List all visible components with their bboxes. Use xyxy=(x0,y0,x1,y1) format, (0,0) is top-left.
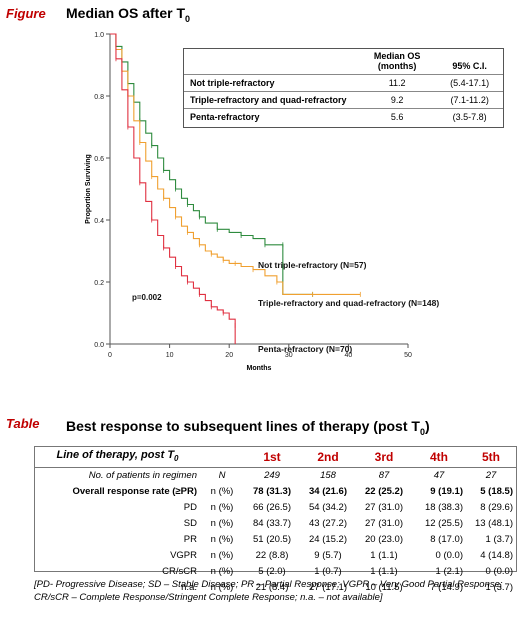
table-cell: PD xyxy=(183,502,197,514)
table-cell: 4 (14.8) xyxy=(480,550,513,562)
table-cell: 24 (15.2) xyxy=(308,534,348,546)
table-cell: n (%) xyxy=(210,582,234,594)
table-row-n: No. of patients in regimen N 249 158 87 … xyxy=(35,467,516,485)
figure-tag: Figure xyxy=(6,6,46,21)
table-cell: 8 (17.0) xyxy=(430,534,463,546)
table-cell: 43 (27.2) xyxy=(308,518,348,530)
table-cell: 1 (2.1) xyxy=(435,566,463,578)
table-cell: 84 (33.7) xyxy=(252,518,292,530)
p-value-annotation: p=0.002 xyxy=(132,293,162,302)
y-tick-label: 0.6 xyxy=(94,156,104,163)
table-cell: 1 (3.7) xyxy=(485,582,513,594)
table-cell: n (%) xyxy=(210,566,234,578)
table-cell: PR xyxy=(183,534,197,546)
header-line-4: 4th xyxy=(430,450,448,465)
response-table: Line of therapy, post T0 1st 2nd 3rd 4th… xyxy=(34,446,517,593)
table-cell: 21 (8.4) xyxy=(255,582,289,594)
y-tick-label: 0.8 xyxy=(94,94,104,101)
table-cell: n.a. xyxy=(181,582,197,594)
table-row: PD n (%) 66 (26.5) 54 (34.2) 27 (31.0) 18 (38… xyxy=(35,500,516,516)
chart-axes: 0.0 0.2 0.4 0.6 0.8 1.0 0 10 20 30 40 50 Months Propo… xyxy=(85,32,412,372)
km-chart: 0.0 0.2 0.4 0.6 0.8 1.0 0 10 20 30 40 50 Months Propo… xyxy=(85,32,439,372)
x-tick-label: 10 xyxy=(166,352,174,359)
table-row-orr: Overall response rate (≥PR) n (%) 78 (31… xyxy=(72,486,513,498)
x-tick-label: 30 xyxy=(285,352,293,359)
series-label-0: Not triple-refractory (N=57) xyxy=(258,260,367,270)
table-row: PR n (%) 51 (20.5) 24 (15.2) 20 (23.0) 8 (17.… xyxy=(35,532,516,548)
table-cell: 27 (31.0) xyxy=(364,518,404,530)
legend-row: Penta-refractory 5.6 (3.5-7.8) xyxy=(184,108,503,125)
table-row: CR/sCR n (%) 5 (2.0) 1 (0.7) 1 (1.1) 1 (2.1) 0… xyxy=(35,564,516,580)
table-cell: 51 (20.5) xyxy=(252,534,292,546)
table-cell: 0 (0.0) xyxy=(485,566,513,578)
x-tick-label: 0 xyxy=(108,352,112,359)
x-tick-label: 20 xyxy=(225,352,233,359)
table-cell: 22 (8.8) xyxy=(255,550,289,562)
table-row: n.a. n (%) 21 (8.4) 27 (17.1) 10 (11.5) 7 (14… xyxy=(35,580,516,596)
table-cell: n (%) xyxy=(210,518,234,530)
x-tick-label: 40 xyxy=(345,352,353,359)
table-title: Best response to subsequent lines of the… xyxy=(66,418,430,437)
table-cell: 18 (38.3) xyxy=(424,502,463,514)
table-cell: n (%) xyxy=(210,534,234,546)
legend-col-ci: 95% C.I. xyxy=(452,61,487,71)
table-footnote: [PD- Progressive Disease; SD – Stable Di… xyxy=(34,579,503,603)
table-cell: SD xyxy=(183,518,197,530)
table-cell: n (%) xyxy=(210,502,234,514)
x-axis-label: Months xyxy=(247,365,272,372)
table-cell: 12 (25.5) xyxy=(424,518,463,530)
table-cell: 20 (23.0) xyxy=(364,534,404,546)
series-label-2: Penta-refractory (N=70) xyxy=(258,344,352,354)
table-cell: 8 (29.6) xyxy=(480,502,513,514)
table-cell: 54 (34.2) xyxy=(308,502,348,514)
table-cell: 13 (48.1) xyxy=(474,518,513,530)
y-tick-label: 0.0 xyxy=(94,342,104,349)
chart-labels-layer: Not triple-refractory (N=57) Triple-refra… xyxy=(132,260,439,354)
table-cell: n (%) xyxy=(210,550,234,562)
figure-title-sub: 0 xyxy=(185,13,191,24)
y-tick-label: 0.4 xyxy=(94,218,104,225)
series-label-1: Triple-refractory and quad-refractory (N… xyxy=(258,298,439,308)
table-cell: 10 (11.5) xyxy=(365,582,403,594)
table-header-row: Line of therapy, post T0 1st 2nd 3rd 4th… xyxy=(35,447,516,468)
legend-col-median: Median OS (months) xyxy=(373,51,421,71)
header-line-of-therapy: Line of therapy, post T0 xyxy=(56,449,179,464)
table-row: VGPR n (%) 22 (8.8) 9 (5.7) 1 (1.1) 0 (0.0) 4 … xyxy=(35,548,516,564)
header-line-2: 2nd xyxy=(317,450,339,465)
table-cell: 1 (0.7) xyxy=(314,566,342,578)
table-cell: 5 (2.0) xyxy=(258,566,286,578)
table-cell: CR/sCR xyxy=(162,566,197,578)
table-cell: 1 (3.7) xyxy=(485,534,513,546)
chart-series-layer xyxy=(110,33,361,344)
y-tick-label: 1.0 xyxy=(94,32,104,39)
table-cell: 1 (1.1) xyxy=(370,566,398,578)
header-line-3: 3rd xyxy=(374,450,394,465)
header-line-5: 5th xyxy=(482,450,500,465)
median-os-legend: Median OS (months) 95% C.I. Not triple-re… xyxy=(183,48,504,128)
y-tick-label: 0.2 xyxy=(94,280,104,287)
table-cell: 27 (31.0) xyxy=(364,502,404,514)
table-row: SD n (%) 84 (33.7) 43 (27.2) 27 (31.0) 12 (25… xyxy=(35,516,516,532)
legend-row: Not triple-refractory 11.2 (5.4-17.1) xyxy=(184,74,503,92)
table-cell: VGPR xyxy=(170,550,197,562)
x-tick-label: 50 xyxy=(404,352,412,359)
figure-title-main: Median OS after T xyxy=(66,5,186,21)
table-tag: Table xyxy=(6,416,40,431)
series-line-2 xyxy=(110,33,236,344)
legend-row: Triple-refractory and quad-refractory 9.… xyxy=(184,91,503,109)
table-cell: 66 (26.5) xyxy=(252,502,292,514)
figure-title: Median OS after T0 xyxy=(66,5,190,24)
header-line-1: 1st xyxy=(263,450,281,465)
table-cell: 0 (0.0) xyxy=(435,550,463,562)
table-cell: 7 (14.9) xyxy=(430,582,463,594)
y-axis-label: Proportion Surviving xyxy=(85,154,92,224)
table-cell: 27 (17.1) xyxy=(308,582,348,594)
table-cell: 9 (5.7) xyxy=(314,550,342,562)
table-cell: 1 (1.1) xyxy=(370,550,398,562)
